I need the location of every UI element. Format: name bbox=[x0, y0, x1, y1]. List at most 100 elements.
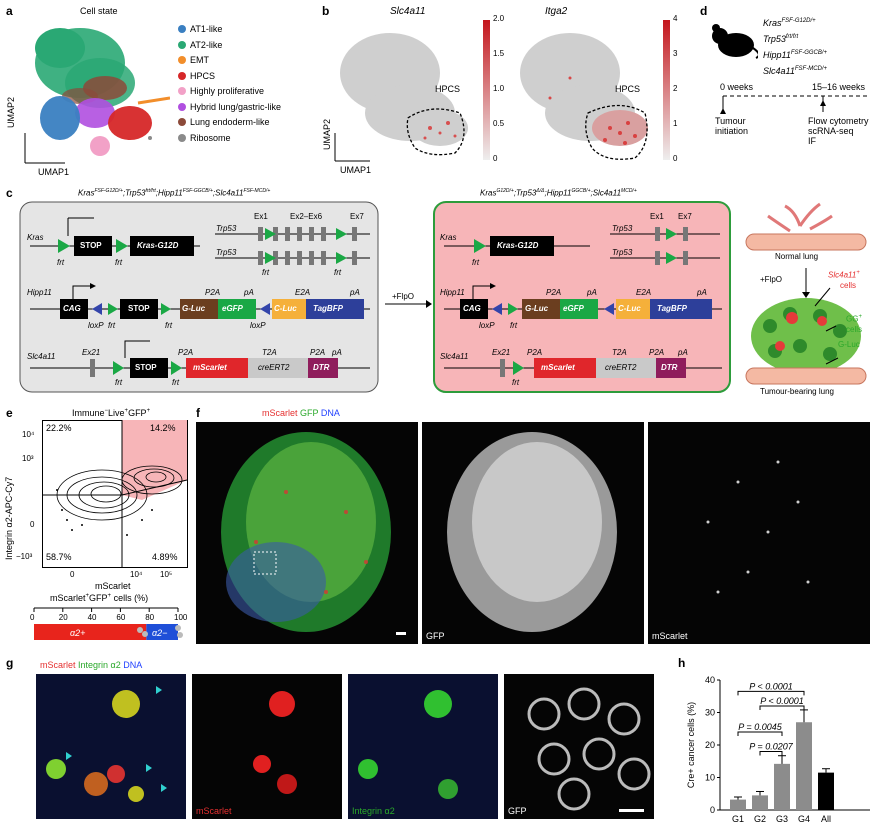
mscarlet-box: mScarlet bbox=[541, 363, 575, 372]
construct-label: frt bbox=[172, 378, 180, 387]
construct-label: frt bbox=[115, 258, 123, 267]
cag-box: CAG bbox=[463, 304, 481, 313]
egfp-box: eGFP bbox=[563, 304, 584, 313]
colorbar-tick: 1.0 bbox=[493, 84, 505, 93]
construct-label: E2A bbox=[295, 288, 311, 297]
hpcs-label-1: HPCS bbox=[435, 84, 461, 94]
legend-item: Lung endoderm-like bbox=[178, 117, 270, 127]
construct-label: E2A bbox=[636, 288, 652, 297]
construct-label: P2A bbox=[546, 288, 562, 297]
bar bbox=[796, 722, 812, 810]
creert2-box: creERT2 bbox=[258, 363, 290, 372]
f-merged-image bbox=[196, 422, 418, 644]
legend-item: Ribosome bbox=[178, 133, 231, 143]
umap-a-xlabel: UMAP1 bbox=[38, 167, 70, 177]
bar-tick: 80 bbox=[145, 613, 155, 622]
y-tick-label: 30 bbox=[705, 708, 715, 718]
construct-label: P2A bbox=[310, 348, 326, 357]
legend-label: EMT bbox=[190, 55, 209, 65]
category-label: G4 bbox=[798, 814, 810, 824]
umap-cell-state bbox=[24, 28, 170, 164]
construct-label: frt bbox=[472, 258, 480, 267]
legend-label: Highly proliferative bbox=[190, 86, 265, 96]
egfp-box: eGFP bbox=[222, 304, 243, 313]
colorbar-tick: 0 bbox=[493, 154, 498, 163]
kras-g12d-box: Kras-G12D bbox=[497, 241, 539, 250]
panel-label-c: c bbox=[6, 186, 13, 200]
c-right-title: KrasG12D/+;Trp53Δ/Δ;Hipp11GGCB/+;Slc4a11… bbox=[480, 188, 637, 198]
cluc-box: C-Luc bbox=[618, 304, 641, 313]
flpo-arrow-label: +FlpO bbox=[392, 292, 415, 301]
legend-item: AT1-like bbox=[178, 24, 222, 34]
construct-label: P2A bbox=[527, 348, 543, 357]
construct-label: frt bbox=[165, 321, 173, 330]
legend-label: AT2-like bbox=[190, 39, 223, 50]
legend-swatch bbox=[178, 102, 186, 111]
construct-label: pA bbox=[587, 288, 597, 297]
gene1-title: Slc4a11 bbox=[390, 6, 426, 17]
proportion-bar bbox=[33, 607, 183, 640]
quadrant-ll: 58.7% bbox=[46, 552, 72, 562]
legend-swatch bbox=[178, 71, 186, 80]
panel-label-f: f bbox=[196, 406, 200, 420]
legend-swatch bbox=[178, 25, 186, 33]
allele-construct-diagram bbox=[19, 201, 867, 393]
flow-title: Immune−Live+GFP+ bbox=[72, 408, 151, 418]
flow-xtick: 10⁴ bbox=[130, 570, 143, 579]
panel-label-b: b bbox=[322, 4, 330, 18]
bar-tick: 40 bbox=[87, 613, 97, 622]
slc4a11-cells-label: Slc4a11+ cells bbox=[828, 270, 860, 290]
construct-label: P2A bbox=[649, 348, 665, 357]
legend-swatch bbox=[178, 56, 186, 64]
g-mscarlet-image: mScarlet bbox=[192, 674, 342, 819]
construct-label: frt bbox=[108, 321, 116, 330]
legend-item: EMT bbox=[178, 55, 209, 65]
category-label: G2 bbox=[754, 814, 766, 824]
dtr-box: DTR bbox=[661, 363, 678, 372]
construct-label: Ex7 bbox=[350, 212, 364, 221]
bar bbox=[752, 795, 768, 810]
normal-lung-label: Normal lung bbox=[775, 252, 819, 261]
y-tick-label: 0 bbox=[710, 805, 715, 815]
construct-label: loxP bbox=[88, 321, 104, 330]
quadrant-ul: 22.2% bbox=[46, 423, 72, 433]
tagbfp-box: TagBFP bbox=[657, 304, 687, 313]
mouse-genotype: KrasFSF-G12D/+ Trp53frt/frt Hipp11FSF-GG… bbox=[763, 18, 828, 76]
construct-label: Ex7 bbox=[678, 212, 692, 221]
construct-label: frt bbox=[334, 268, 342, 277]
colorbar-tick: 2.0 bbox=[493, 14, 505, 23]
timeline-end: 15–16 weeks bbox=[812, 82, 866, 92]
gene-hipp11: Hipp11 bbox=[440, 288, 465, 297]
bar bbox=[730, 799, 746, 810]
gene-kras: Kras bbox=[27, 233, 44, 242]
construct-label: frt bbox=[115, 378, 123, 387]
p-value-label: P = 0.0045 bbox=[738, 722, 782, 732]
construct-label: pA bbox=[350, 288, 360, 297]
c-left-title: KrasFSF-G12D/+;Trp53frt/frt;Hipp11FSF-GG… bbox=[78, 188, 271, 198]
f-channel-labels: mScarlet GFP DNA bbox=[262, 408, 340, 418]
colorbar-tick: 1.5 bbox=[493, 49, 505, 58]
g-gfp-image: GFP bbox=[504, 674, 654, 819]
legend-swatch bbox=[178, 40, 186, 49]
bar bbox=[818, 772, 834, 810]
hpcs-label-2: HPCS bbox=[615, 84, 641, 94]
category-label: G3 bbox=[776, 814, 788, 824]
colorbar-tick: 0 bbox=[673, 154, 678, 163]
colorbar-tick: 3 bbox=[673, 49, 678, 58]
legend-swatch bbox=[178, 133, 186, 142]
flow-cytometry-plot bbox=[42, 420, 188, 568]
g-channel-labels: mScarlet Integrin α2 DNA bbox=[40, 660, 143, 670]
g-integrin-label: Integrin α2 bbox=[352, 806, 395, 816]
kras-g12d-box: Kras-G12D bbox=[137, 241, 179, 250]
construct-label: Ex1 bbox=[650, 212, 664, 221]
tumour-lung-label: Tumour-bearing lung bbox=[760, 387, 834, 396]
umap-b-ylabel: UMAP2 bbox=[322, 118, 332, 150]
construct-label: frt bbox=[510, 321, 518, 330]
construct-label: pA bbox=[697, 288, 707, 297]
g-mscarlet-label: mScarlet bbox=[196, 806, 232, 816]
stop-box: STOP bbox=[128, 304, 150, 313]
panel-label-h: h bbox=[678, 656, 686, 670]
bar-tick: 100 bbox=[174, 613, 188, 622]
mscarlet-box: mScarlet bbox=[193, 363, 227, 372]
gluc-box: G-Luc bbox=[525, 304, 549, 313]
